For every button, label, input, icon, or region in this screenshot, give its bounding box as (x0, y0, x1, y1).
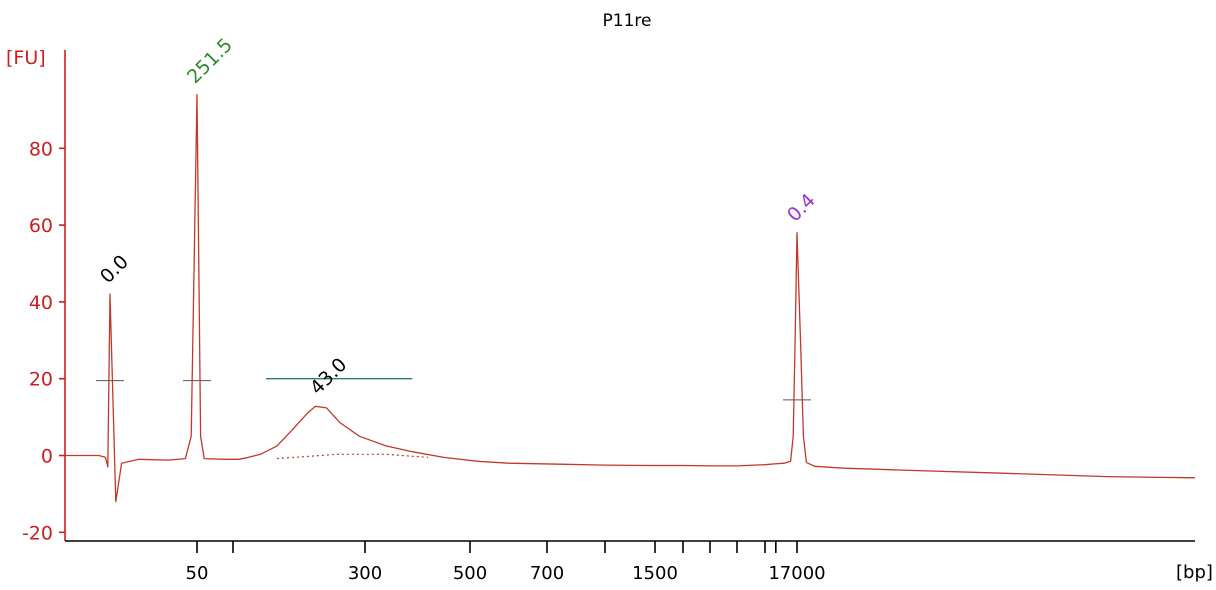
y-tick-label: 40 (29, 292, 53, 314)
y-tick-label: 0 (41, 446, 53, 468)
chart-title: P11re (603, 11, 652, 31)
y-tick-label: 20 (29, 369, 53, 391)
x-tick-label: 1500 (632, 563, 678, 584)
peak-label: 0.0 (96, 251, 133, 288)
x-tick-label: 500 (453, 563, 487, 584)
x-tick-label: 17000 (768, 563, 825, 584)
x-tick-label: 50 (186, 563, 209, 584)
peak-label: 43.0 (306, 354, 351, 399)
baseline-line (276, 453, 429, 460)
x-tick-label: 700 (530, 563, 564, 584)
y-tick-label: 80 (29, 138, 53, 160)
x-axis-label: [bp] (1176, 562, 1213, 583)
y-ticks: -20 0 20 40 60 80 (22, 138, 65, 544)
peak-label: 0.4 (783, 189, 820, 226)
plot-area (65, 93, 1196, 503)
y-tick-label: -20 (22, 522, 53, 544)
trace-line (65, 93, 1196, 503)
peak-label: 251.5 (183, 34, 237, 88)
axes (64, 50, 1195, 542)
y-tick-label: 60 (29, 215, 53, 237)
x-ticks: 50 300 500 700 1500 17000 (186, 541, 826, 584)
y-axis-label: [FU] (6, 47, 46, 69)
peak-labels: 0.0 251.5 43.0 0.4 (96, 34, 820, 399)
x-tick-label: 300 (348, 563, 382, 584)
